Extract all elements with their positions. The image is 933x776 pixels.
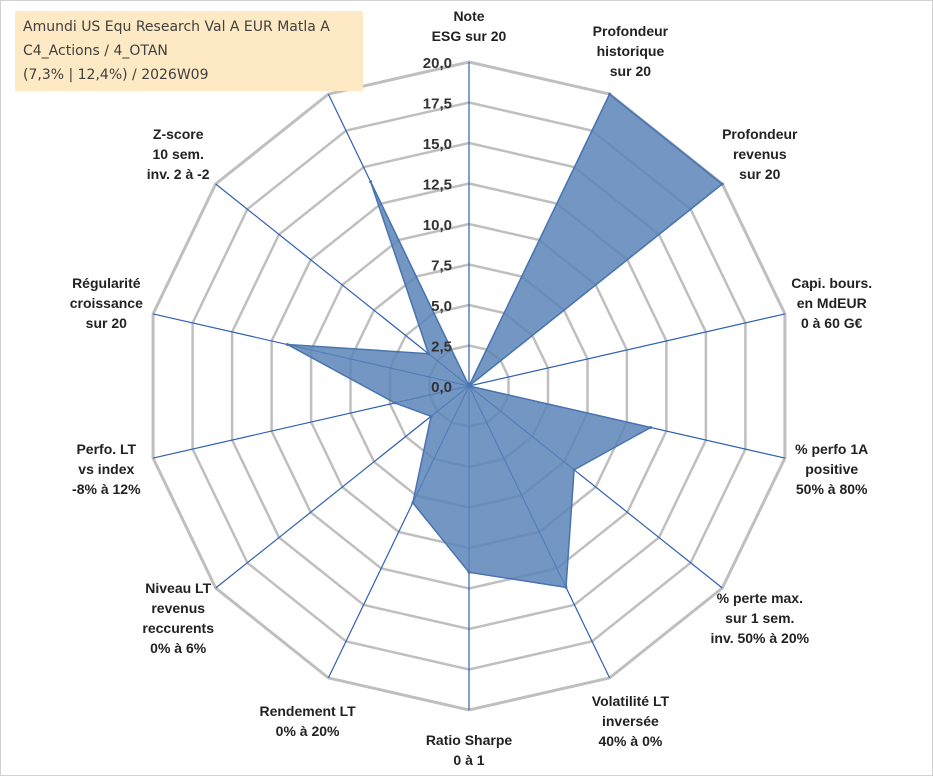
data-point	[429, 414, 433, 418]
tick-label: 5,0	[431, 298, 452, 315]
axis-label-group: Volatilité LT inversée 40% à 0%	[592, 693, 670, 749]
tick-label: 17,5	[423, 96, 452, 113]
tick-label: 2,5	[431, 339, 452, 356]
axis-label-group: % perte max. sur 1 sem. inv. 50% à 20%	[711, 590, 810, 646]
tick-layer: 0,0 2,5 5,0 7,5 10,0 12,5 15,0 17,5 20,0	[423, 55, 452, 396]
axis-label: Capi. bours.	[791, 275, 872, 291]
data-point	[467, 384, 471, 388]
axis-label: Z-score	[153, 126, 204, 142]
axis-label-group: % perfo 1A positive 50% à 80%	[795, 441, 868, 497]
axis-label-group: Ratio Sharpe 0 à 1	[426, 732, 513, 768]
axis-label: croissance	[70, 295, 143, 311]
axis-label-group: Note ESG sur 20	[432, 8, 507, 44]
axis-label: positive	[805, 461, 858, 477]
axis-label: Ratio Sharpe	[426, 732, 513, 748]
axis-label: revenus	[733, 146, 787, 162]
axis-label: inversée	[602, 713, 659, 729]
axis-label: 0 à 60 G€	[801, 315, 863, 331]
data-point	[564, 585, 568, 589]
axis-label: revenus	[151, 600, 205, 616]
data-point	[285, 343, 289, 346]
fund-name: Amundi US Equ Research Val A EUR Matla A	[23, 19, 330, 35]
axis-label: en MdEUR	[797, 295, 867, 311]
data-point	[572, 468, 576, 472]
axis-spoke	[215, 385, 470, 589]
axis-label-group: Régularité croissance sur 20	[70, 275, 143, 331]
fund-stats: (7,3% | 12,4%) / 2026W09	[23, 67, 209, 83]
axis-label-group: Niveau LT revenus reccurents 0% à 6%	[142, 580, 214, 656]
axis-label: historique	[597, 43, 665, 59]
axis-spoke	[468, 313, 786, 387]
axis-spoke	[215, 183, 470, 387]
axis-label: 50% à 80%	[796, 481, 868, 497]
axis-label: 0% à 6%	[150, 640, 207, 656]
tick-label: 10,0	[423, 217, 452, 234]
axis-label: sur 1 sem.	[725, 610, 794, 626]
axis-label-group: Profondeur historique sur 20	[593, 23, 669, 79]
axis-label: Profondeur	[593, 23, 669, 39]
axis-label-group: Capi. bours. en MdEUR 0 à 60 G€	[791, 275, 872, 331]
axis-label: Perfo. LT	[76, 441, 136, 457]
axis-label: Niveau LT	[145, 580, 211, 596]
axis-label: -8% à 12%	[72, 481, 141, 497]
axis-label: ESG sur 20	[432, 28, 507, 44]
data-point	[467, 570, 471, 574]
axis-label: Volatilité LT	[592, 693, 670, 709]
axis-label-group: Profondeur revenus sur 20	[722, 126, 798, 182]
data-point	[608, 92, 612, 96]
axis-label: Profondeur	[722, 126, 798, 142]
tick-label: 0,0	[431, 379, 452, 396]
axis-label: reccurents	[142, 620, 214, 636]
axis-label-group: Z-score 10 sem. inv. 2 à -2	[147, 126, 210, 182]
tick-label: 7,5	[431, 258, 452, 275]
axis-label: inv. 50% à 20%	[711, 630, 810, 646]
data-point	[720, 182, 724, 186]
series-layer	[285, 92, 724, 589]
data-point	[427, 352, 430, 356]
axis-label: sur 20	[610, 63, 651, 79]
tick-label: 15,0	[423, 136, 452, 153]
fund-category: C4_Actions / 4_OTAN	[23, 43, 168, 59]
axis-label: Rendement LT	[259, 703, 356, 719]
axis-label: Note	[453, 8, 484, 24]
axis-label: % perte max.	[717, 590, 803, 606]
data-point	[411, 501, 415, 505]
data-point	[369, 180, 373, 184]
axis-label: 40% à 0%	[598, 733, 662, 749]
data-point	[649, 426, 653, 429]
axis-label: vs index	[78, 461, 134, 477]
fund-info-box: Amundi US Equ Research Val A EUR Matla A…	[15, 11, 363, 91]
axis-label: 0% à 20%	[276, 723, 340, 739]
tick-label: 12,5	[423, 177, 452, 194]
axis-label: sur 20	[86, 315, 127, 331]
axis-label: % perfo 1A	[795, 441, 868, 457]
data-point	[393, 401, 397, 405]
axis-label: sur 20	[739, 166, 780, 182]
axis-label-group: Perfo. LT vs index -8% à 12%	[72, 441, 141, 497]
axis-label: 0 à 1	[453, 752, 484, 768]
axis-label-group: Rendement LT 0% à 20%	[259, 703, 356, 739]
axis-label: Régularité	[72, 275, 141, 291]
axis-label: 10 sem.	[153, 146, 204, 162]
series-area	[287, 92, 724, 589]
tick-label: 20,0	[423, 55, 452, 72]
axis-label: inv. 2 à -2	[147, 166, 210, 182]
